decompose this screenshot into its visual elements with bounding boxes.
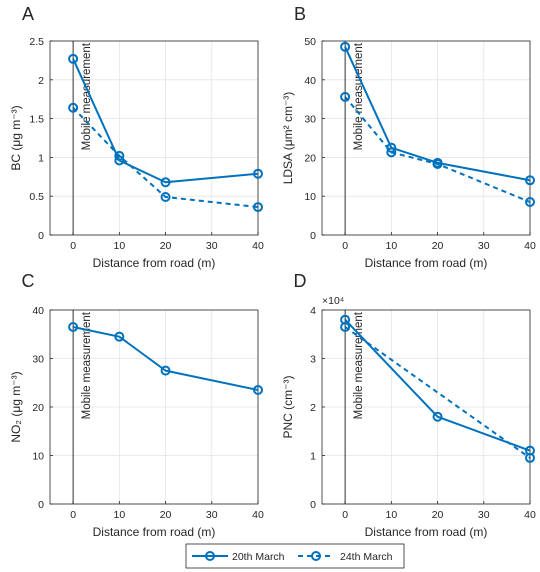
series-24th-march-point <box>525 452 535 463</box>
x-tick-label: 10 <box>113 240 125 252</box>
y-tick-label: 2 <box>38 75 44 87</box>
y-tick-label: 1 <box>38 152 44 164</box>
y-tick-label: 10 <box>304 191 316 203</box>
series-24th-march-point <box>114 150 125 161</box>
y-tick-label: 30 <box>304 114 316 126</box>
x-tick-label: 40 <box>524 509 536 521</box>
legend-label-20th-march: 20th March <box>232 551 285 563</box>
x-tick-label: 20 <box>432 240 444 252</box>
y-tick-label: 20 <box>304 152 316 164</box>
series-20th-march-point <box>114 331 125 342</box>
x-tick-label: 0 <box>70 509 76 521</box>
series-24th-march-line <box>72 107 259 209</box>
series-24th-march-line <box>344 96 531 203</box>
x-tick-label: 30 <box>478 509 490 521</box>
series-20th-march-point <box>160 365 171 376</box>
x-axis-label: Distance from road (m) <box>365 256 488 270</box>
y-axis-label: NO₂ (μg m⁻³) <box>9 371 23 442</box>
y-tick-label: 20 <box>32 402 44 414</box>
y-tick-label: 0 <box>38 230 44 242</box>
x-tick-label: 40 <box>524 240 536 252</box>
series-24th-march-point <box>525 197 535 208</box>
series-20th-march-point <box>253 168 263 179</box>
x-tick-label: 20 <box>432 509 444 521</box>
x-tick-label: 20 <box>160 240 172 252</box>
x-tick-label: 30 <box>206 240 218 252</box>
series-20th-march-point <box>160 177 171 188</box>
series-24th-march-point <box>340 321 351 332</box>
y-tick-label: 50 <box>304 36 316 48</box>
y-exponent-label: ×10⁴ <box>322 295 344 307</box>
y-tick-label: 10 <box>32 451 44 463</box>
y-tick-label: 0 <box>310 499 316 511</box>
y-tick-label: 2.5 <box>29 36 44 48</box>
series-20th-march-line <box>72 58 259 184</box>
series-20th-march-line <box>344 319 531 452</box>
y-axis-label: BC (μg m⁻³) <box>9 105 23 170</box>
series-24th-march-line <box>344 326 531 459</box>
series-20th-march-point <box>525 175 535 186</box>
x-tick-label: 40 <box>252 509 264 521</box>
series-20th-march-point <box>432 411 443 422</box>
series-20th-march-point <box>68 53 79 64</box>
x-axis-label: Distance from road (m) <box>365 525 488 539</box>
y-tick-label: 1 <box>310 451 316 463</box>
x-tick-label: 0 <box>342 509 348 521</box>
series-24th-march-point <box>386 147 397 158</box>
series-24th-march-point <box>160 191 171 202</box>
y-tick-label: 0 <box>38 499 44 511</box>
x-tick-label: 10 <box>113 509 125 521</box>
mobile-measurement-label: Mobile measurement <box>81 311 93 419</box>
series-24th-march-point <box>432 158 443 169</box>
y-tick-label: 0.5 <box>29 191 44 203</box>
mobile-measurement-label: Mobile measurement <box>353 311 365 419</box>
series-24th-march-point <box>253 202 263 213</box>
series-20th-march-line <box>344 46 531 182</box>
y-axis-label: PNC (cm⁻³) <box>281 376 295 439</box>
legend-marker-24th-march <box>311 551 321 561</box>
panel-d: 0 10 20 30 40 0 1 2 3 4 Distance from road (m) PNC … <box>281 271 536 539</box>
series-20th-march-line <box>72 325 259 392</box>
series-20th-march-point <box>340 41 351 52</box>
panel-letter-c: C <box>22 271 35 291</box>
x-tick-label: 10 <box>385 240 397 252</box>
y-tick-label: 40 <box>32 305 44 317</box>
axes-box <box>49 40 259 236</box>
y-axis-label: LDSA (μm² cm⁻³) <box>281 92 295 185</box>
series-24th-march-point <box>340 91 351 102</box>
x-tick-label: 40 <box>252 240 264 252</box>
y-tick-label: 1.5 <box>29 114 44 126</box>
x-axis-label: Distance from road (m) <box>93 525 216 539</box>
x-tick-label: 0 <box>342 240 348 252</box>
panel-a: 0 10 20 30 40 0 0.5 1 1.5 2 2.5 Distance from road … <box>9 4 264 270</box>
mobile-measurement-label: Mobile measurement <box>81 42 93 150</box>
series-20th-march-point <box>253 385 263 396</box>
y-tick-label: 4 <box>310 305 316 317</box>
x-tick-label: 30 <box>478 240 490 252</box>
y-tick-label: 30 <box>32 354 44 366</box>
y-tick-label: 0 <box>310 230 316 242</box>
series-20th-march-point <box>68 321 79 332</box>
x-tick-label: 0 <box>70 240 76 252</box>
panel-b: 0 10 20 30 40 0 10 20 30 40 50 Distance from road (… <box>281 4 536 270</box>
x-tick-label: 30 <box>206 509 218 521</box>
y-tick-label: 2 <box>310 402 316 414</box>
legend-label-24th-march: 24th March <box>340 551 393 563</box>
axes-box <box>321 40 531 236</box>
legend-marker-20th-march <box>205 551 215 561</box>
panel-letter-b: B <box>294 4 306 24</box>
x-tick-label: 20 <box>160 509 172 521</box>
panel-letter-d: D <box>294 271 307 291</box>
y-tick-label: 40 <box>304 75 316 87</box>
series-24th-march-point <box>68 102 79 113</box>
panel-c: 0 10 20 30 40 0 10 20 30 40 Distance from road (m)… <box>9 271 264 539</box>
y-tick-label: 3 <box>310 354 316 366</box>
panel-letter-a: A <box>22 4 34 24</box>
x-tick-label: 10 <box>385 509 397 521</box>
x-axis-label: Distance from road (m) <box>93 256 216 270</box>
mobile-measurement-label: Mobile measurement <box>353 42 365 150</box>
legend: 20th March 24th March <box>185 543 405 569</box>
